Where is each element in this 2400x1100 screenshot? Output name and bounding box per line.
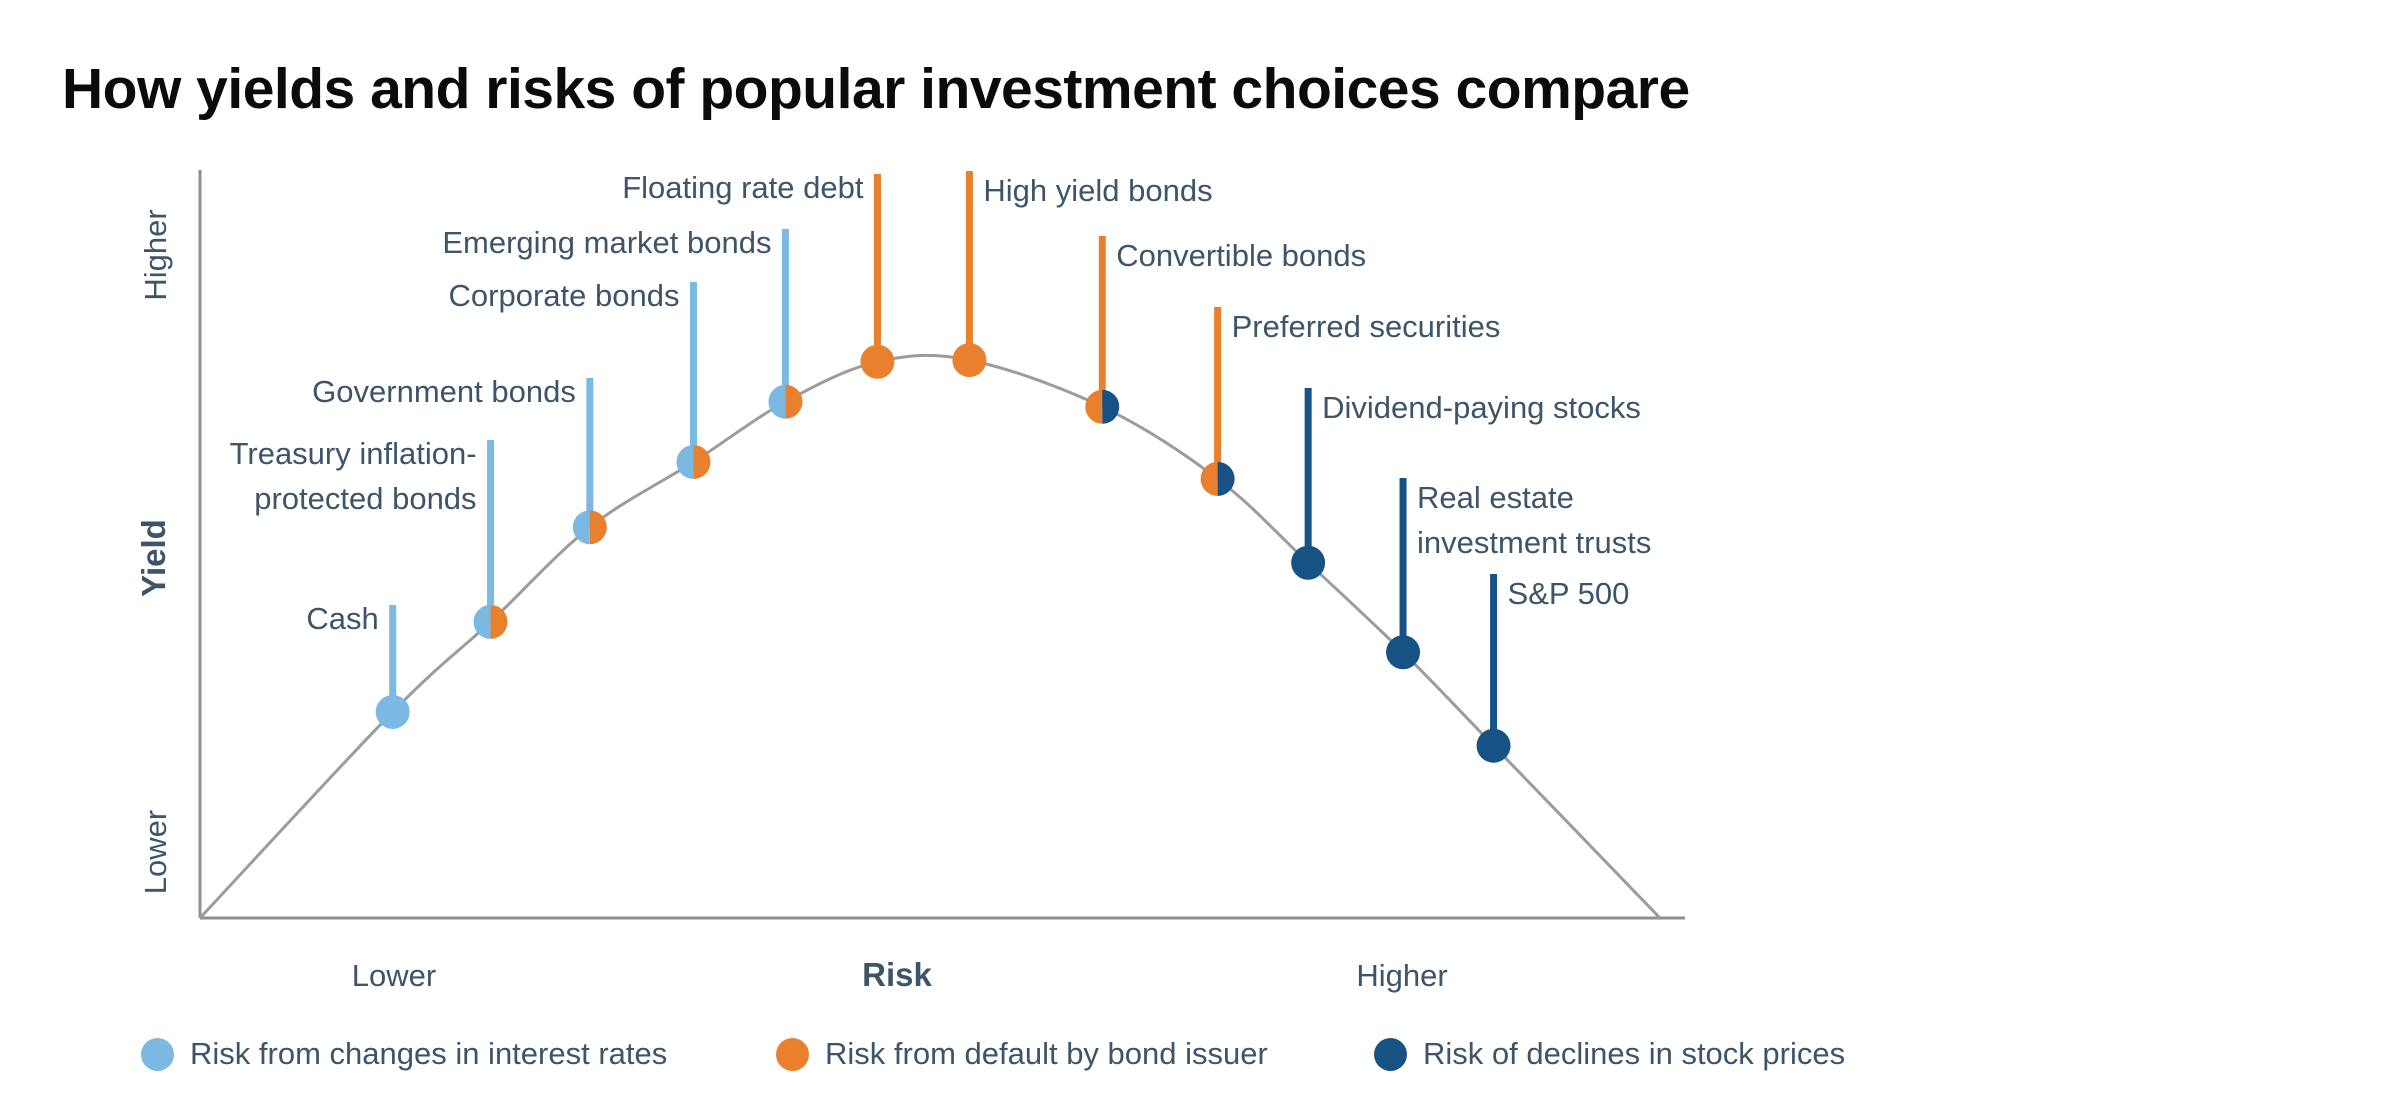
point-dot-corp-right-half xyxy=(693,444,711,479)
point-dot-conv-right-half xyxy=(1102,389,1120,424)
leader-lines-group xyxy=(389,171,1498,746)
y-axis-tick-higher: Higher xyxy=(138,209,173,301)
point-label-gov: Government bonds xyxy=(312,374,576,409)
point-dot-float xyxy=(860,344,895,379)
point-dot-conv-left-half xyxy=(1085,389,1103,424)
legend-label: Risk of declines in stock prices xyxy=(1423,1036,1846,1071)
point-dot-pref-left-half xyxy=(1200,461,1218,496)
point-label-corp: Corporate bonds xyxy=(448,278,680,313)
point-label-float: Floating rate debt xyxy=(622,170,864,205)
point-dot-corp-left-half xyxy=(676,444,694,479)
point-dot-gov-right-half xyxy=(589,510,607,545)
point-label-sp500: S&P 500 xyxy=(1507,576,1630,611)
point-dot-div xyxy=(1291,545,1326,580)
point-dot-em-left-half xyxy=(768,384,786,419)
point-label-reit: Real estate investment trusts xyxy=(1417,480,1652,560)
legend-dot-interest-rate xyxy=(141,1037,174,1071)
point-dot-cash xyxy=(375,694,410,729)
legend-dot-default-risk xyxy=(776,1037,809,1071)
y-axis-title: Yield xyxy=(135,519,172,597)
x-axis-tick-higher: Higher xyxy=(1356,958,1448,993)
point-label-conv: Convertible bonds xyxy=(1116,238,1367,273)
point-dot-gov-left-half xyxy=(572,510,590,545)
point-dot-high xyxy=(952,343,987,378)
legend-label: Risk from changes in interest rates xyxy=(190,1036,668,1071)
point-dot-em-right-half xyxy=(785,384,803,419)
point-label-pref: Preferred securities xyxy=(1231,309,1501,344)
point-label-tips: Treasury inflation-protected bonds xyxy=(229,436,477,516)
point-dot-pref-right-half xyxy=(1217,461,1235,496)
point-dot-tips-left-half xyxy=(473,604,491,639)
legend-dot-stock-price xyxy=(1374,1037,1407,1071)
y-axis-tick-lower: Lower xyxy=(138,809,173,895)
legend-item-interest-rate-risk: Risk from changes in interest rates xyxy=(141,1034,667,1074)
legend-item-default-risk: Risk from default by bond issuer xyxy=(776,1034,1268,1074)
data-dots-group xyxy=(375,343,1511,763)
point-dot-tips-right-half xyxy=(490,604,508,639)
x-axis-tick-lower: Lower xyxy=(351,958,437,993)
point-label-em: Emerging market bonds xyxy=(442,225,772,260)
point-label-div: Dividend-paying stocks xyxy=(1322,390,1641,425)
point-label-cash: Cash xyxy=(306,601,379,636)
legend-item-stock-price-risk: Risk of declines in stock prices xyxy=(1374,1034,1845,1074)
x-axis-title: Risk xyxy=(862,956,932,993)
page-title: How yields and risks of popular investme… xyxy=(62,57,1690,121)
legend-label: Risk from default by bond issuer xyxy=(825,1036,1268,1071)
point-label-high: High yield bonds xyxy=(983,173,1213,208)
point-dot-sp500 xyxy=(1476,728,1511,763)
point-dot-reit xyxy=(1386,635,1421,670)
